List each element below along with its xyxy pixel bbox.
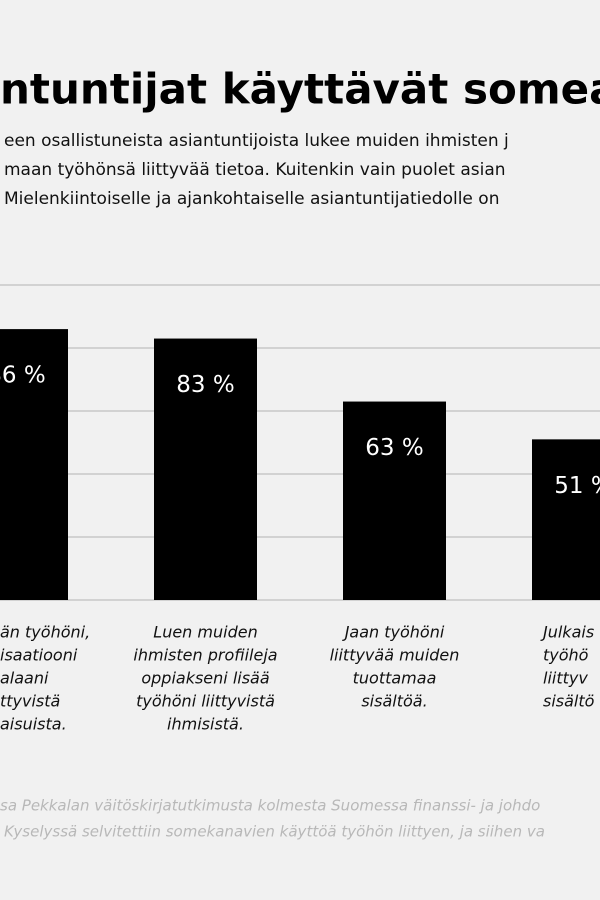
category-label: tuottamaa: [353, 669, 437, 688]
category-label: sisältöä.: [361, 692, 427, 711]
subtitle: maan työhönsä liittyvää tietoa. Kuitenki…: [4, 160, 506, 180]
category-label: liittyvää muiden: [330, 646, 460, 665]
bar: [343, 401, 446, 600]
category-label: oppiakseni lisää: [141, 669, 269, 688]
footnote: sa Pekkalan väitöskirjatutkimusta kolmes…: [0, 797, 540, 815]
value-label: 83 %: [176, 372, 234, 398]
category-label: Julkais: [540, 623, 594, 642]
category-label: isaatiooni: [0, 646, 78, 665]
footnote: Kyselyssä selvitettiin somekanavien käyt…: [4, 823, 545, 841]
category-label: alaani: [0, 669, 49, 688]
bar: [154, 338, 257, 600]
category-label: ihmisten profiileja: [133, 646, 277, 665]
category-label: aisuista.: [0, 715, 67, 734]
subtitle: een osallistuneista asiantuntijoista luk…: [4, 131, 509, 151]
value-label: 86 %: [0, 363, 46, 389]
subtitle: Mielenkiintoiselle ja ajankohtaiselle as…: [4, 189, 499, 209]
category-label: liittyv: [543, 669, 588, 688]
value-label: 51 %: [554, 473, 600, 499]
bar: [0, 329, 68, 600]
category-label: ttyvistä: [0, 692, 60, 711]
category-label: än työhöni,: [0, 623, 90, 642]
bar: [532, 439, 600, 600]
value-label: 63 %: [365, 435, 423, 461]
category-label: sisältö: [543, 692, 595, 711]
category-label: Jaan työhöni: [342, 623, 445, 642]
chart-title: ntuntijat käyttävät somea: [0, 65, 600, 114]
category-label: työhöni liittyvistä: [136, 692, 275, 711]
category-label: ihmisistä.: [167, 715, 244, 734]
category-label: Luen muiden: [153, 623, 257, 642]
category-label: työhö: [543, 646, 589, 665]
